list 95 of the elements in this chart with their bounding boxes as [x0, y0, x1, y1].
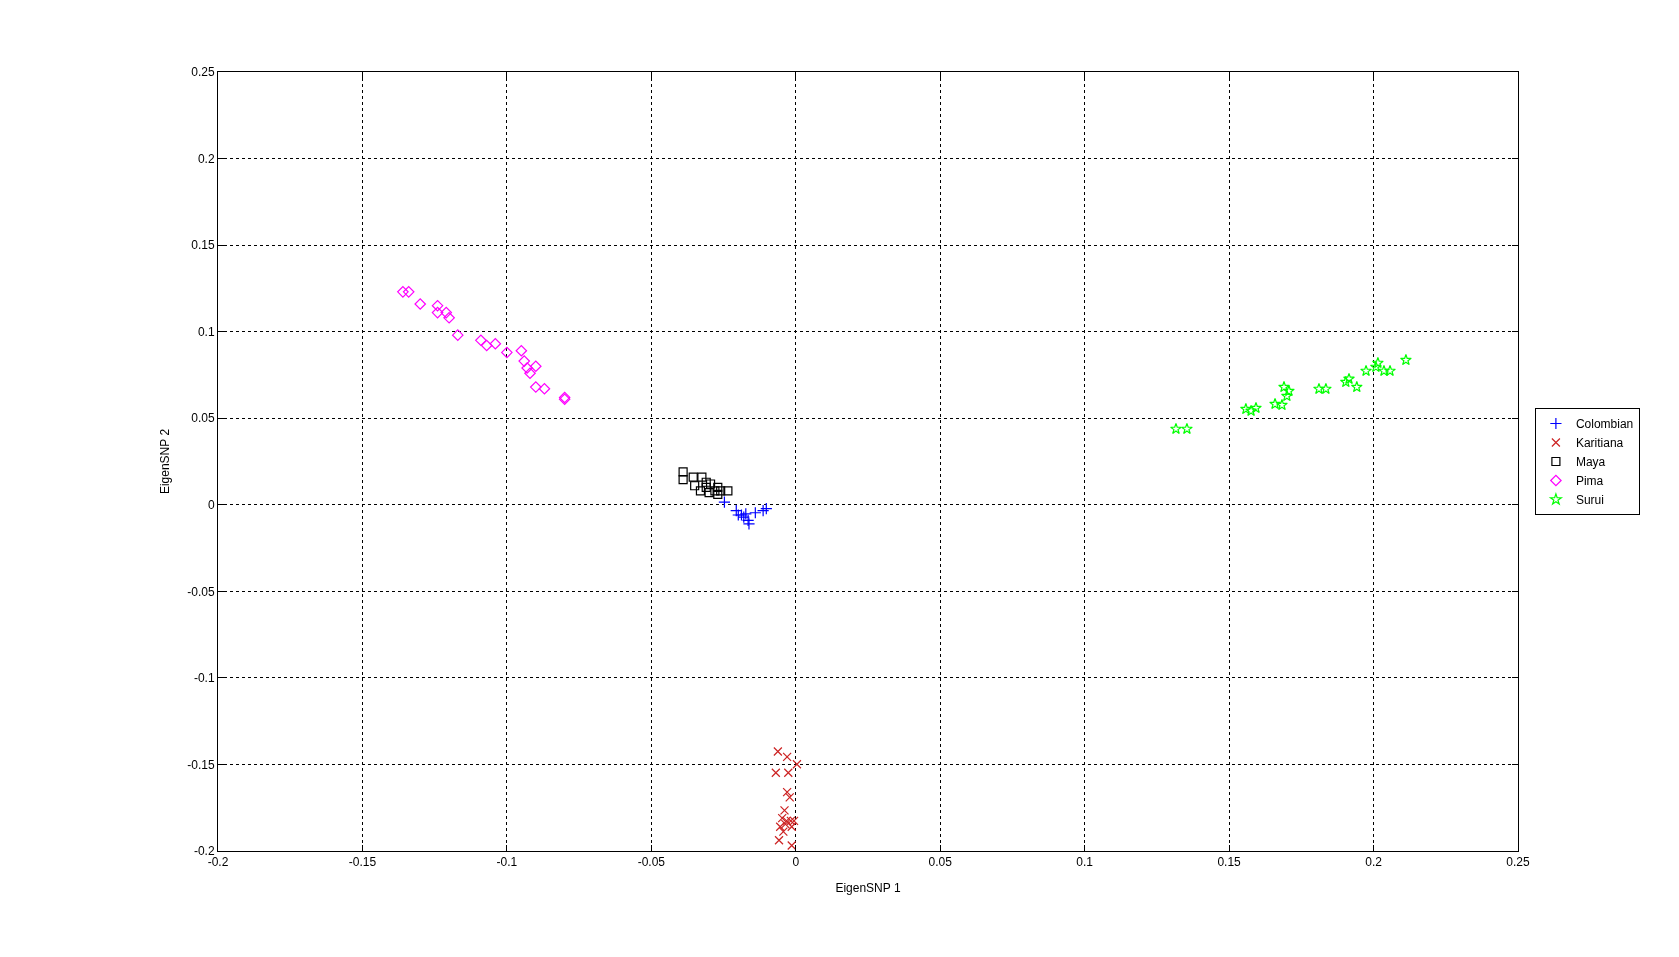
point — [705, 479, 716, 489]
point — [678, 467, 688, 477]
point — [518, 355, 531, 367]
point — [771, 768, 781, 778]
point — [1399, 353, 1412, 366]
legend-label: Colombian — [1575, 417, 1634, 432]
point — [695, 486, 706, 496]
point — [1339, 375, 1352, 388]
point — [773, 746, 783, 757]
y-tick-label: -0.05 — [187, 584, 215, 599]
y-tick-label: 0.1 — [197, 324, 215, 339]
x-tick-label: 0.25 — [1506, 855, 1530, 870]
point — [1384, 364, 1396, 377]
point — [1280, 389, 1293, 402]
y-tick-label: 0.15 — [191, 238, 215, 253]
x-tick-label: 0.2 — [1365, 855, 1383, 870]
point — [475, 334, 487, 347]
point — [782, 787, 792, 797]
point — [1170, 422, 1182, 435]
point — [778, 827, 788, 837]
point — [723, 486, 733, 496]
point — [402, 286, 415, 298]
point — [501, 346, 513, 359]
point — [1369, 360, 1382, 373]
point — [760, 502, 773, 515]
point — [1250, 401, 1262, 414]
point — [704, 488, 714, 498]
x-tick-label: -0.2 — [207, 855, 229, 870]
point — [782, 752, 792, 762]
point — [756, 504, 770, 517]
x-tick-label: -0.05 — [637, 855, 666, 870]
point — [524, 367, 536, 380]
point — [397, 286, 409, 298]
point — [521, 362, 533, 374]
point — [515, 344, 528, 357]
point — [688, 472, 698, 482]
x-tick-label: -0.1 — [496, 855, 518, 870]
point — [718, 495, 731, 509]
legend-label: Karitiana — [1575, 436, 1624, 451]
x-axis-title: EigenSNP 1 — [835, 881, 901, 896]
point — [529, 381, 542, 393]
point — [1360, 364, 1372, 377]
y-axis-title: EigenSNP 2 — [157, 428, 172, 495]
point — [783, 768, 793, 778]
point — [779, 805, 790, 815]
x-tick-label: 0.05 — [928, 855, 953, 870]
point — [678, 475, 688, 485]
point — [1276, 398, 1288, 411]
legend-label: Pima — [1575, 474, 1604, 489]
point — [690, 481, 700, 491]
point — [701, 482, 711, 493]
x-tick-label: -0.15 — [348, 855, 377, 870]
y-tick-label: 0.2 — [197, 151, 215, 166]
point — [1378, 364, 1390, 377]
point — [1313, 382, 1325, 395]
point — [749, 506, 762, 519]
point — [1239, 402, 1252, 415]
point — [701, 477, 711, 487]
legend-label: Surui — [1575, 493, 1604, 508]
point — [1319, 382, 1332, 395]
point — [785, 792, 795, 802]
point — [1343, 372, 1355, 385]
point — [713, 482, 723, 493]
point — [440, 306, 453, 319]
point — [1350, 380, 1363, 393]
point — [529, 360, 542, 373]
point — [1371, 356, 1384, 369]
point — [774, 835, 784, 845]
point — [1269, 397, 1281, 410]
point — [1245, 404, 1257, 417]
point — [451, 329, 464, 341]
y-tick-label: 0.05 — [191, 411, 215, 426]
point — [538, 382, 551, 395]
legend-label: Maya — [1575, 455, 1606, 470]
point — [431, 306, 444, 319]
y-tick-label: 0 — [207, 497, 215, 512]
x-tick-label: 0.15 — [1217, 855, 1242, 870]
y-tick-label: 0.25 — [191, 65, 215, 80]
y-tick-label: -0.15 — [187, 757, 215, 772]
y-tick-label: -0.1 — [193, 671, 215, 686]
point — [1282, 384, 1295, 397]
point — [431, 299, 444, 312]
point — [480, 339, 493, 352]
point — [1181, 422, 1193, 435]
point — [792, 759, 802, 769]
point — [739, 507, 752, 520]
point — [414, 298, 427, 310]
point — [787, 840, 797, 851]
point — [1278, 380, 1290, 393]
point — [697, 472, 707, 482]
point — [489, 337, 502, 350]
x-tick-label: 0.1 — [1076, 855, 1094, 870]
x-tick-label: 0 — [792, 855, 800, 870]
point — [775, 822, 785, 832]
point — [443, 312, 455, 324]
